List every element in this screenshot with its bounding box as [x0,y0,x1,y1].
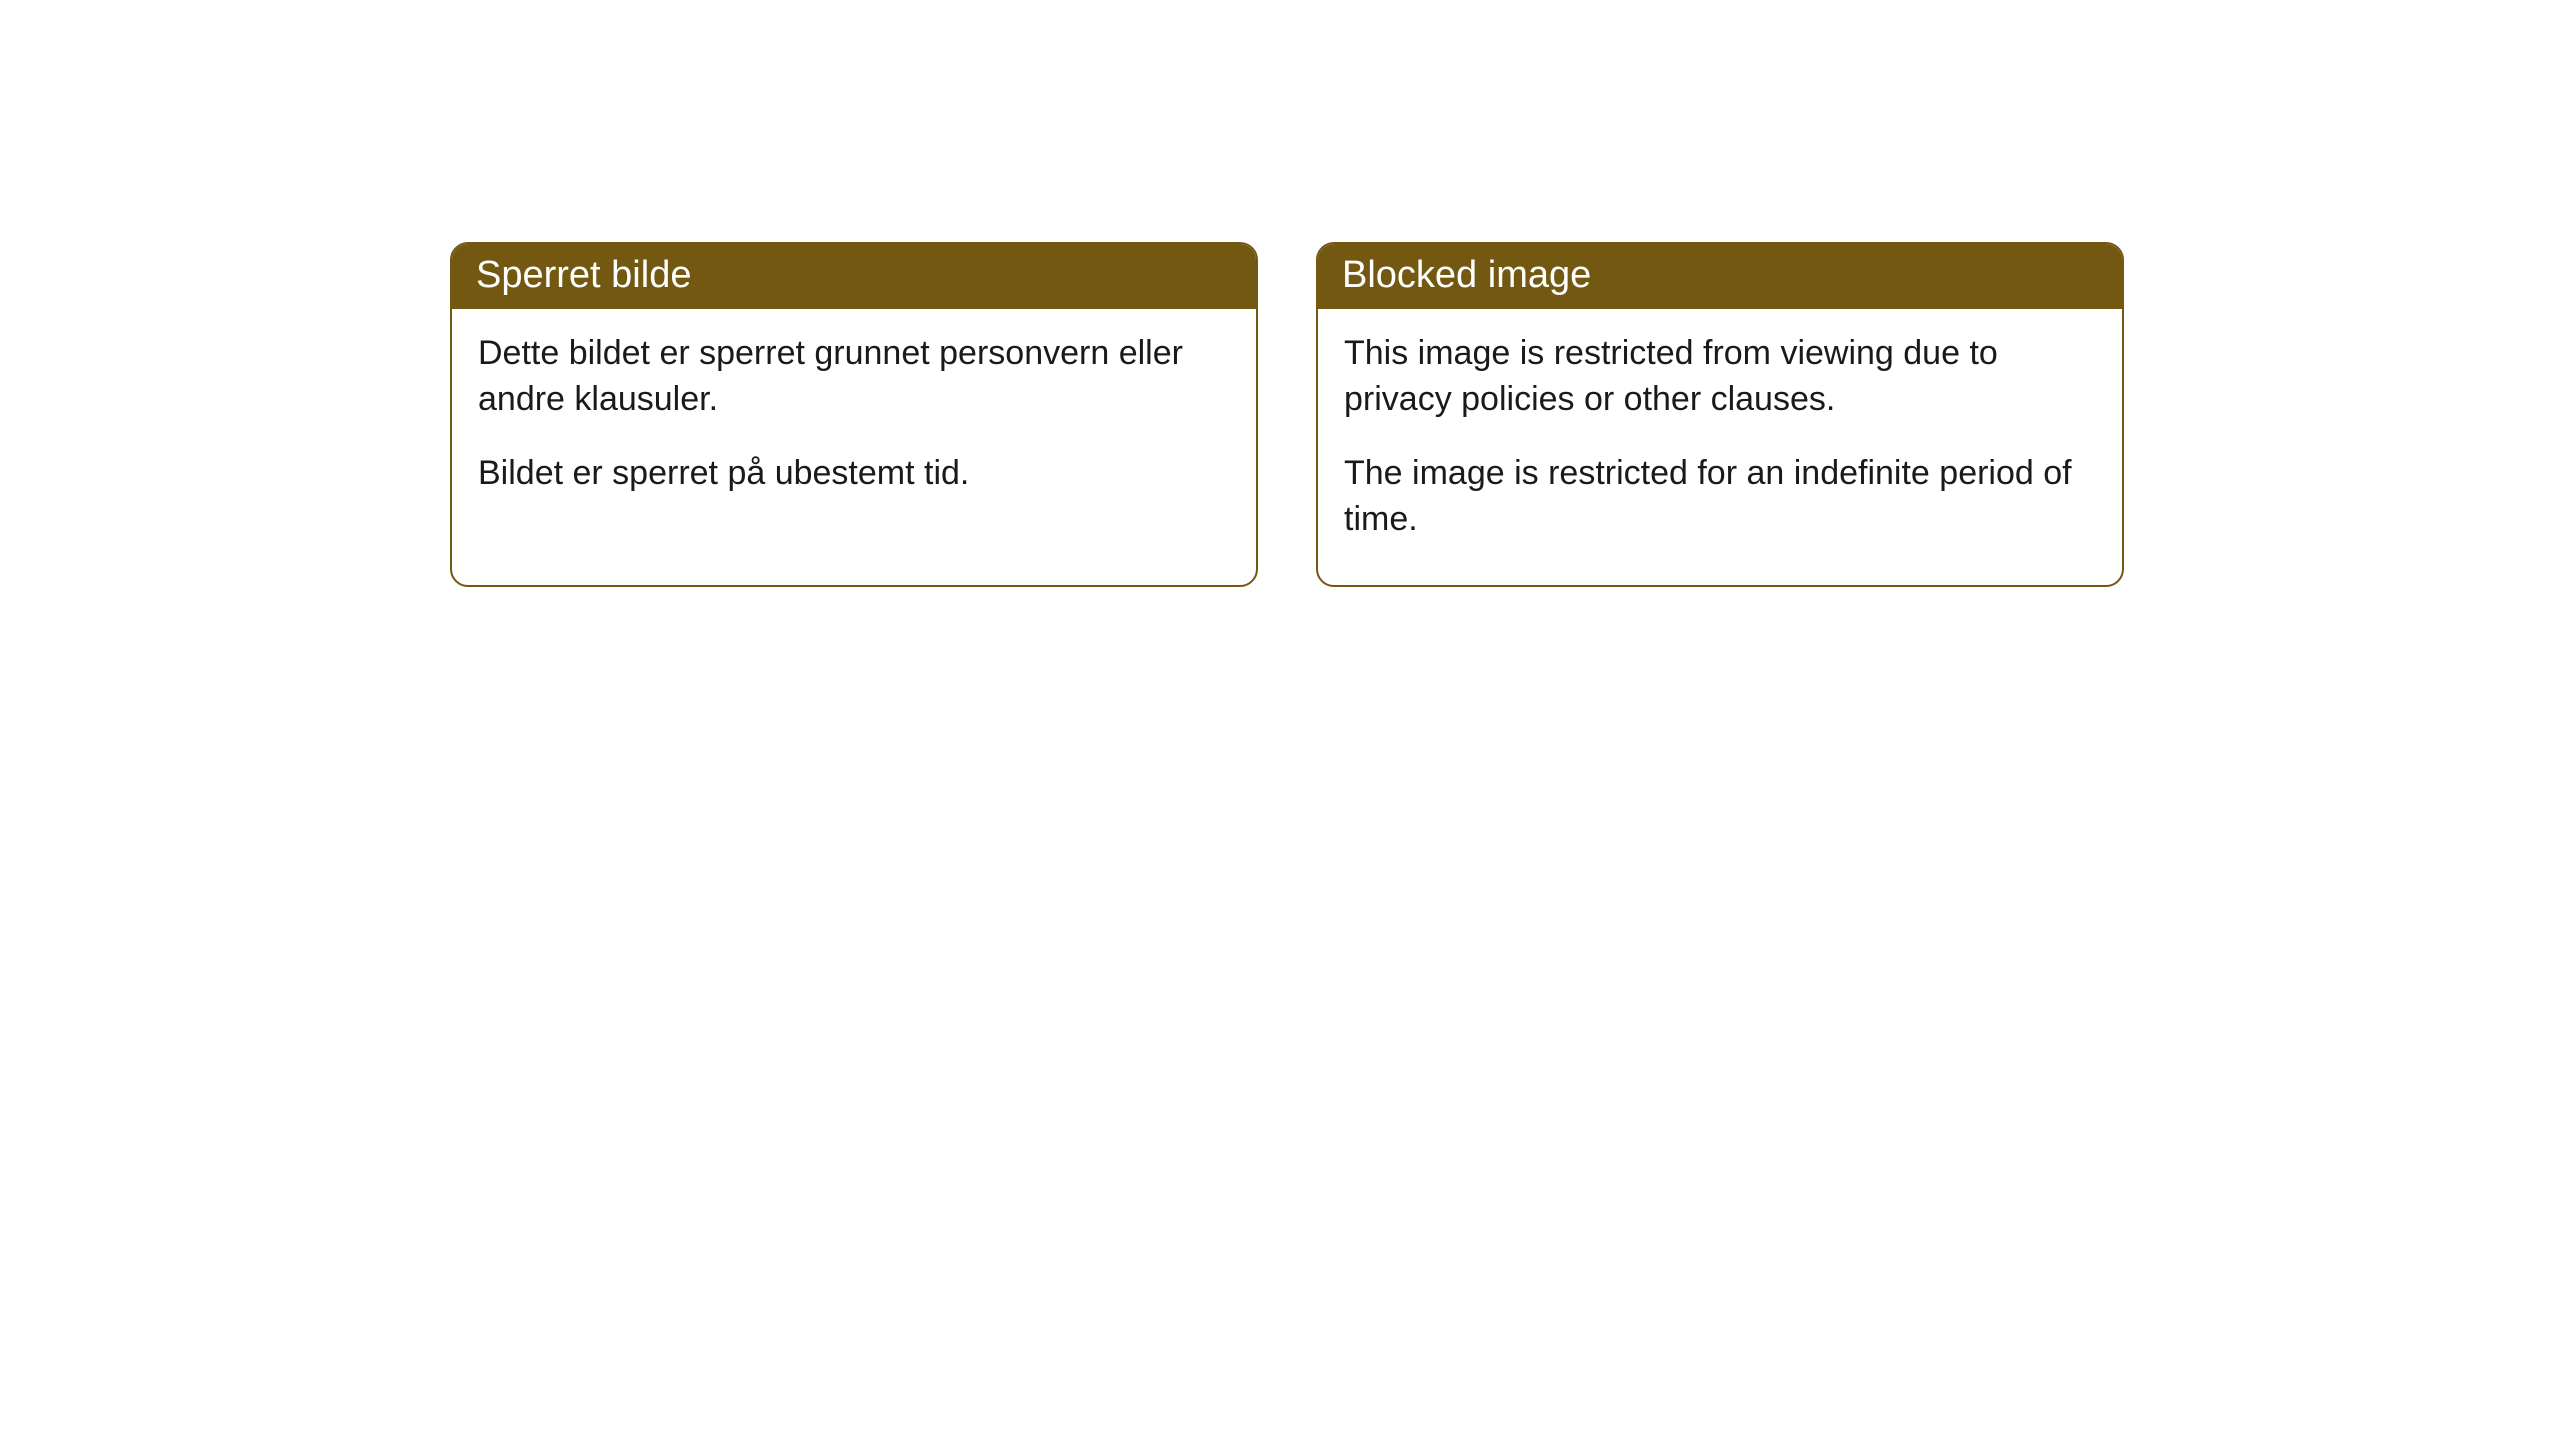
notice-paragraph: Bildet er sperret på ubestemt tid. [478,451,1230,497]
notice-paragraph: The image is restricted for an indefinit… [1344,451,2096,543]
notice-paragraph: Dette bildet er sperret grunnet personve… [478,331,1230,423]
notice-paragraph: This image is restricted from viewing du… [1344,331,2096,423]
notice-card-norwegian: Sperret bilde Dette bildet er sperret gr… [450,242,1258,587]
notice-container: Sperret bilde Dette bildet er sperret gr… [0,0,2560,587]
card-body: Dette bildet er sperret grunnet personve… [452,309,1256,539]
card-header: Blocked image [1318,244,2122,309]
card-header: Sperret bilde [452,244,1256,309]
notice-card-english: Blocked image This image is restricted f… [1316,242,2124,587]
card-body: This image is restricted from viewing du… [1318,309,2122,585]
